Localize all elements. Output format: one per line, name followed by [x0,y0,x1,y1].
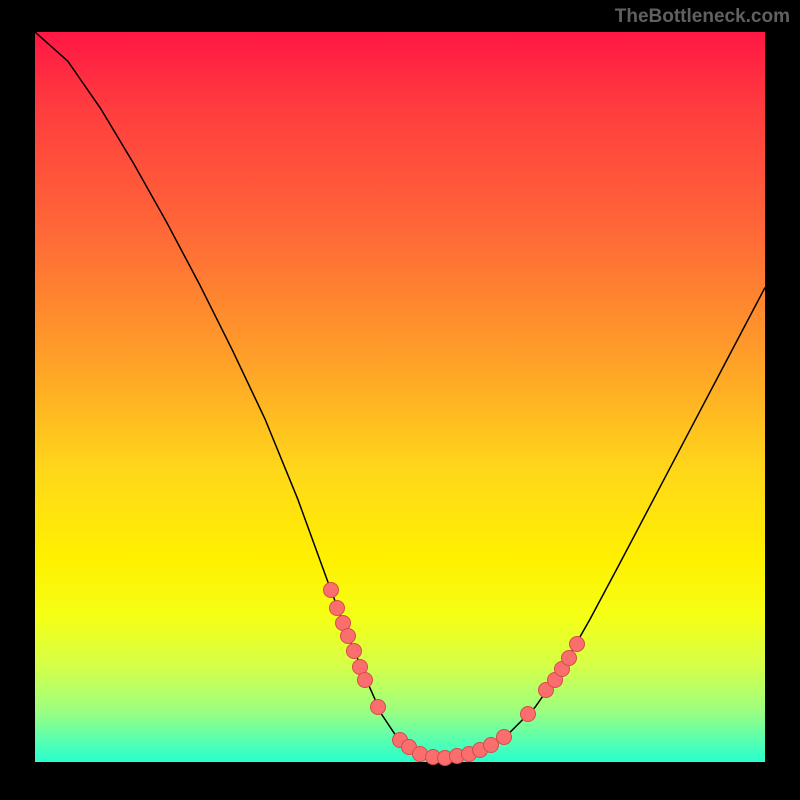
data-marker [569,636,585,652]
attribution-text: TheBottleneck.com [615,6,790,28]
curve-path [35,32,765,758]
data-marker [561,650,577,666]
bottleneck-curve [35,32,765,762]
data-marker [357,672,373,688]
data-marker [323,582,339,598]
data-marker [340,628,356,644]
data-marker [329,600,345,616]
data-marker [370,699,386,715]
data-marker [520,706,536,722]
data-marker [496,729,512,745]
data-marker [346,643,362,659]
plot-area [35,32,765,762]
